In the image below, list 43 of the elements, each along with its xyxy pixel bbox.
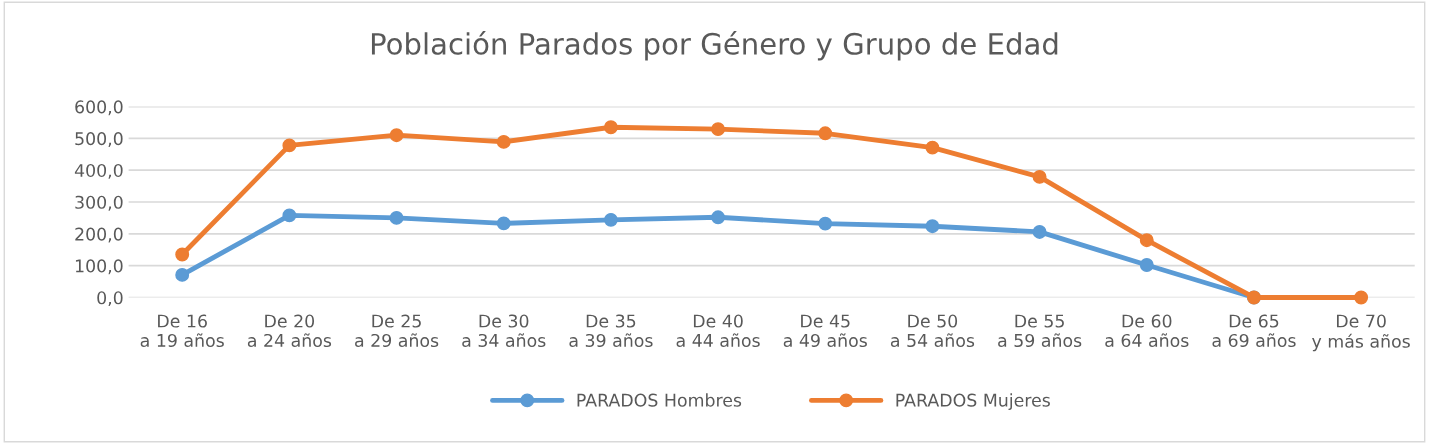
point (818, 126, 833, 141)
point (496, 134, 511, 149)
y-tick-label: 400,0 (74, 163, 123, 179)
point (1354, 290, 1369, 305)
y-tick-label: 200,0 (75, 227, 123, 243)
point (603, 212, 618, 227)
x-tick-label: De 60 a 64 años (1105, 314, 1189, 348)
x-tick-label: De 20 a 24 años (247, 314, 332, 348)
point (389, 128, 404, 143)
point (925, 219, 940, 234)
point (711, 210, 726, 225)
x-tick-label: De 70 y más años (1312, 314, 1410, 352)
y-tick-label: 100,0 (75, 259, 123, 275)
chart-title: Población Parados por Género y Grupo de Edad (371, 31, 1058, 61)
y-tick-label: 600,0 (75, 100, 123, 116)
legend-label: PARADOS Mujeres (896, 393, 1050, 411)
x-tick-label: De 30 a 34 años (462, 314, 546, 348)
y-tick-label: 0,0 (97, 291, 123, 307)
point (1032, 169, 1047, 184)
point (175, 267, 190, 282)
y-tick-label: 500,0 (75, 132, 123, 147)
x-tick-label: De 45 a 49 años (783, 314, 867, 348)
point (175, 247, 190, 262)
x-tick-label: De 65 a 69 años (1212, 314, 1296, 348)
point (1139, 258, 1154, 272)
x-tick-label: De 35 a 39 años (569, 314, 653, 348)
point (496, 216, 511, 231)
point (389, 210, 404, 225)
point (282, 138, 297, 153)
point (1032, 224, 1047, 239)
point (282, 208, 297, 223)
x-tick-label: De 50 a 54 años (890, 314, 975, 348)
point (818, 216, 833, 231)
point (1139, 233, 1154, 248)
y-tick-label: 300,0 (75, 195, 123, 211)
x-tick-label: De 16 a 19 años (140, 314, 224, 348)
point (603, 120, 618, 135)
x-tick-label: De 55 a 59 años (998, 314, 1082, 348)
legend-label: PARADOS Hombres (577, 393, 742, 407)
point (711, 122, 726, 137)
x-tick-label: De 25 a 29 años (355, 314, 439, 348)
x-tick-label: De 40 a 44 años (676, 314, 760, 348)
point (925, 140, 940, 155)
